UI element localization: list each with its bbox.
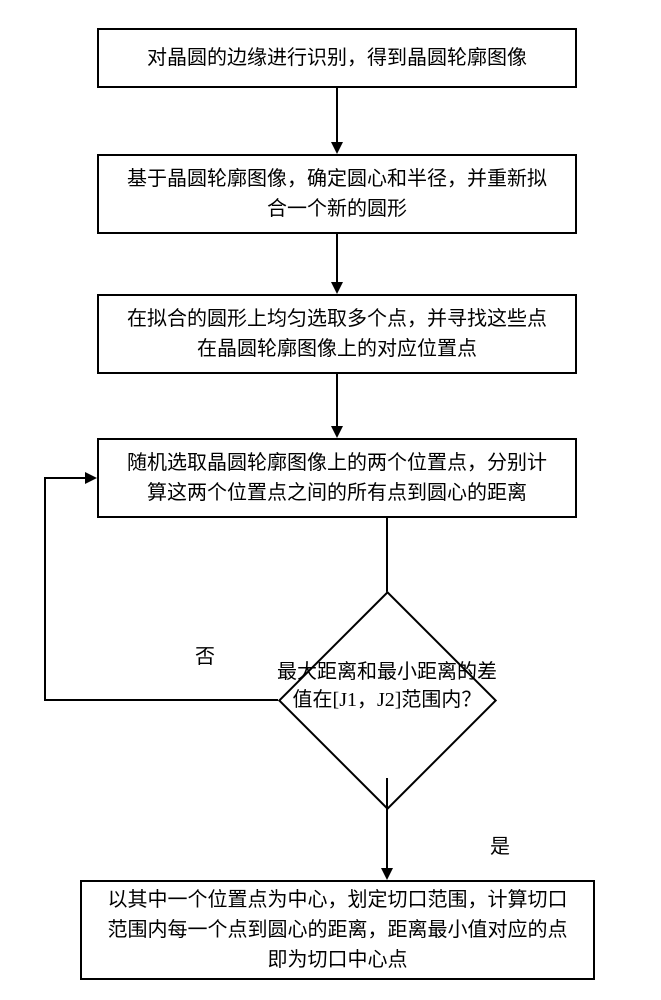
process-box-step5: 以其中一个位置点为中心，划定切口范围，计算切口范围内每一个点到圆心的距离，距离最… [80, 880, 595, 980]
step2-text: 基于晶圆轮廓图像，确定圆心和半径，并重新拟合一个新的圆形 [119, 164, 555, 224]
step4-text: 随机选取晶圆轮廓图像上的两个位置点，分别计算这两个位置点之间的所有点到圆心的距离 [119, 448, 555, 508]
arrow-step3-step4 [327, 374, 347, 438]
process-box-step2: 基于晶圆轮廓图像，确定圆心和半径，并重新拟合一个新的圆形 [97, 154, 577, 234]
yes-label: 是 [490, 830, 510, 859]
step5-text: 以其中一个位置点为中心，划定切口范围，计算切口范围内每一个点到圆心的距离，距离最… [102, 885, 573, 975]
no-label: 否 [195, 640, 215, 669]
process-box-step1: 对晶圆的边缘进行识别，得到晶圆轮廓图像 [97, 28, 577, 88]
step1-text: 对晶圆的边缘进行识别，得到晶圆轮廓图像 [147, 43, 527, 73]
process-box-step4: 随机选取晶圆轮廓图像上的两个位置点，分别计算这两个位置点之间的所有点到圆心的距离 [97, 438, 577, 518]
arrow-step2-step3 [327, 234, 347, 294]
arrow-step1-step2 [327, 88, 347, 154]
decision-text: 最大距离和最小距离的差值在[J1，J2]范围内？ [277, 658, 497, 714]
step3-text: 在拟合的圆形上均匀选取多个点，并寻找这些点在晶圆轮廓图像上的对应位置点 [119, 304, 555, 364]
process-box-step3: 在拟合的圆形上均匀选取多个点，并寻找这些点在晶圆轮廓图像上的对应位置点 [97, 294, 577, 374]
